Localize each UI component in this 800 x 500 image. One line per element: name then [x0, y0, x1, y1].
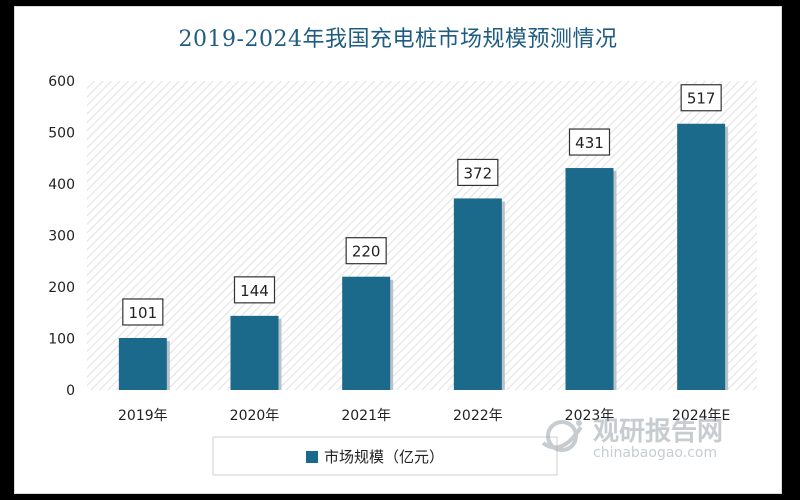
bar — [453, 198, 502, 390]
legend-box — [212, 436, 558, 476]
bar — [565, 168, 614, 390]
legend: 市场规模（亿元） — [212, 436, 558, 476]
bar — [230, 315, 279, 390]
x-tick-label: 2021年 — [341, 408, 391, 424]
watermark-en: chinabaogao.com — [593, 445, 718, 461]
data-labels: 101 144 220 372 431 517 — [122, 84, 722, 326]
y-tick-label: 600 — [48, 74, 75, 90]
data-label-box — [122, 298, 164, 326]
x-tick-label: 2020年 — [230, 408, 280, 424]
data-label: 517 — [687, 90, 716, 108]
chart-frame: 2019-2024年我国充电桩市场规模预测情况 0 100 200 300 400 500… — [14, 6, 782, 494]
x-tick-label: 2019年 — [118, 408, 168, 424]
data-label: 220 — [352, 243, 381, 261]
y-tick-label: 400 — [48, 177, 75, 193]
data-label-box — [457, 158, 499, 187]
data-label: 101 — [129, 304, 158, 322]
y-tick-label: 200 — [48, 280, 75, 296]
y-tick-label: 0 — [66, 383, 75, 399]
watermark: 观研报告网 chinabaogao.com — [539, 409, 759, 469]
data-label-box — [568, 128, 611, 156]
data-label: 372 — [464, 164, 493, 182]
bar — [342, 276, 391, 390]
x-tick-label: 2022年 — [453, 408, 503, 424]
x-tick-label: 2024年E — [672, 408, 730, 424]
x-tick-label: 2023年 — [565, 408, 615, 424]
chart-title: 2019-2024年我国充电桩市场规模预测情况 — [178, 27, 618, 52]
bar — [677, 123, 726, 391]
bar — [118, 337, 167, 390]
bar-chart: 0 100 200 300 400 500 600 101 144 220 372 431 517 2… — [48, 74, 757, 476]
data-label: 144 — [240, 282, 269, 300]
legend-swatch — [306, 451, 318, 463]
legend-label: 市场规模（亿元） — [324, 448, 444, 466]
data-label-box — [233, 276, 276, 304]
data-label: 431 — [575, 134, 604, 152]
x-axis: 2019年 2020年 2021年 2022年 2023年 2024年E — [118, 408, 730, 424]
y-axis: 0 100 200 300 400 500 600 — [48, 74, 75, 399]
globe-swoosh-logo — [541, 420, 583, 452]
watermark-cn: 观研报告网 — [593, 417, 724, 447]
y-tick-label: 500 — [48, 126, 75, 142]
plot-background — [87, 81, 757, 390]
y-tick-label: 300 — [48, 229, 75, 245]
data-label-box — [345, 237, 387, 265]
y-tick-label: 100 — [48, 332, 75, 348]
bar-series — [118, 123, 729, 391]
data-label-box — [680, 84, 722, 112]
